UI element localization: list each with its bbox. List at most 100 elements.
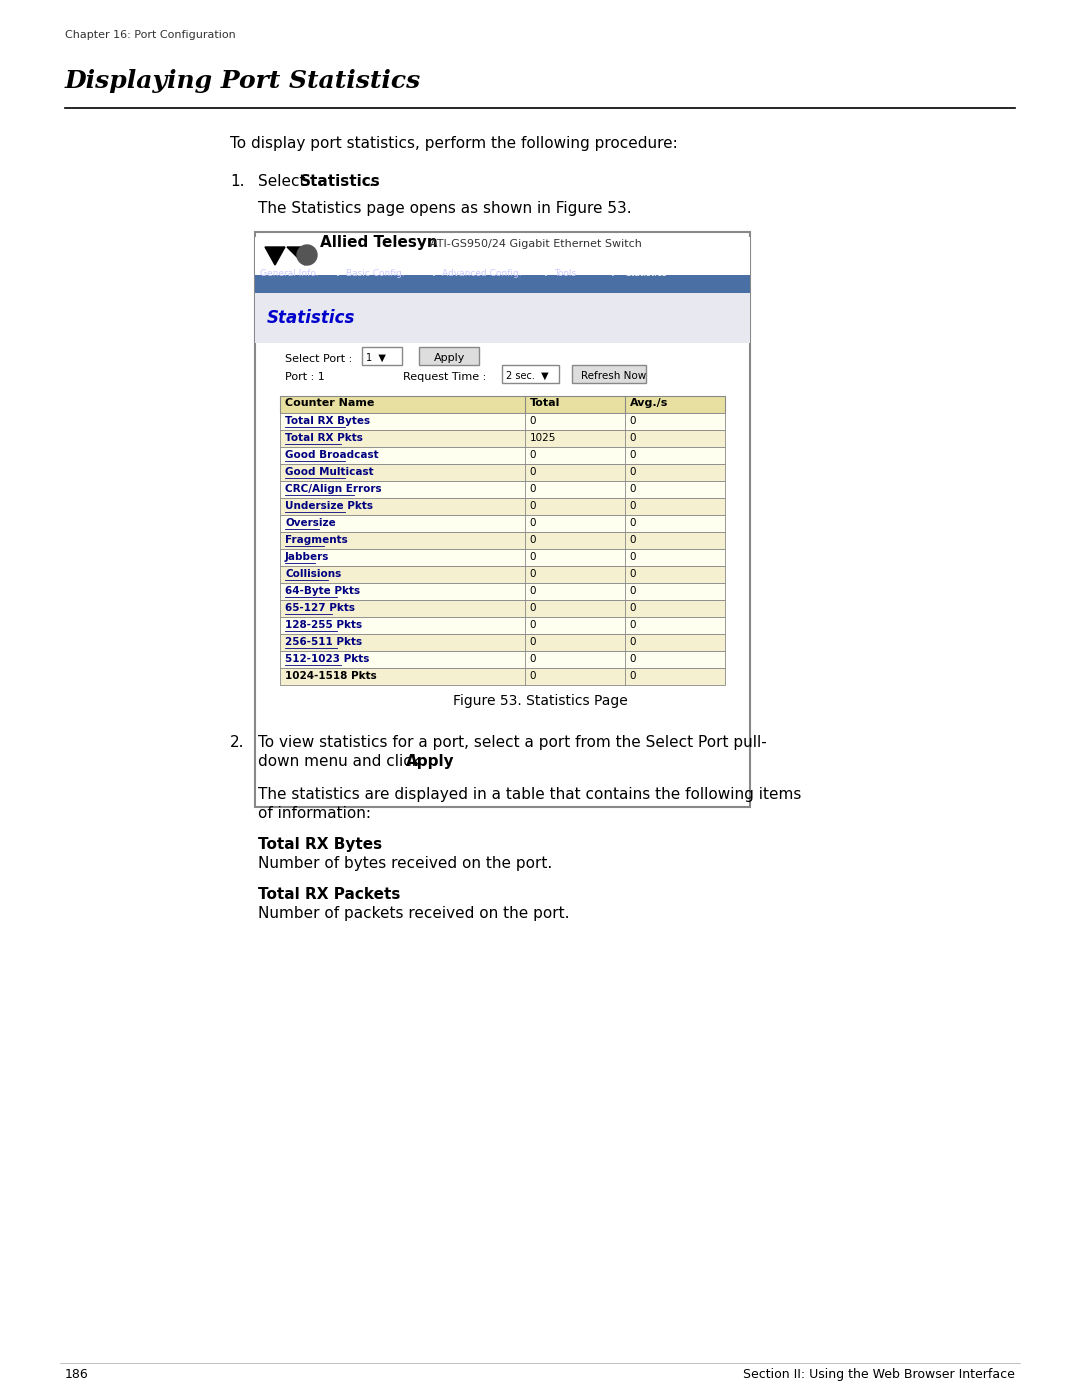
Bar bbox=[280, 599, 725, 617]
Text: 0: 0 bbox=[630, 535, 636, 545]
Text: Avg./s: Avg./s bbox=[630, 398, 669, 408]
Text: 0: 0 bbox=[630, 450, 636, 460]
Text: Displaying Port Statistics: Displaying Port Statistics bbox=[65, 68, 421, 94]
Text: 128-255 Pkts: 128-255 Pkts bbox=[285, 620, 362, 630]
Text: Tools: Tools bbox=[554, 270, 576, 278]
Bar bbox=[280, 651, 725, 668]
FancyBboxPatch shape bbox=[362, 346, 402, 365]
Text: The Statistics page opens as shown in Figure 53.: The Statistics page opens as shown in Fi… bbox=[258, 201, 632, 217]
Bar bbox=[280, 583, 725, 599]
Text: To display port statistics, perform the following procedure:: To display port statistics, perform the … bbox=[230, 136, 678, 151]
FancyBboxPatch shape bbox=[255, 232, 750, 807]
Text: Apply: Apply bbox=[406, 754, 455, 768]
Bar bbox=[280, 395, 725, 414]
Text: Collisions: Collisions bbox=[285, 569, 341, 578]
Text: 0: 0 bbox=[530, 569, 537, 578]
Text: Request Time :: Request Time : bbox=[403, 372, 486, 381]
Text: 256-511 Pkts: 256-511 Pkts bbox=[285, 637, 362, 647]
Text: ►: ► bbox=[545, 270, 552, 278]
Text: Total: Total bbox=[530, 398, 561, 408]
Bar bbox=[255, 275, 750, 293]
Text: ►: ► bbox=[433, 270, 440, 278]
Text: 0: 0 bbox=[630, 433, 636, 443]
Text: Undersize Pkts: Undersize Pkts bbox=[285, 502, 373, 511]
Text: 0: 0 bbox=[530, 535, 537, 545]
Text: Number of packets received on the port.: Number of packets received on the port. bbox=[258, 907, 569, 921]
Bar bbox=[280, 464, 725, 481]
Text: Statistics: Statistics bbox=[267, 309, 355, 327]
Text: 0: 0 bbox=[630, 569, 636, 578]
Bar bbox=[255, 293, 750, 344]
Text: Refresh Now: Refresh Now bbox=[581, 372, 646, 381]
Text: 0: 0 bbox=[530, 620, 537, 630]
Text: Oversize: Oversize bbox=[285, 518, 336, 528]
Text: Figure 53. Statistics Page: Figure 53. Statistics Page bbox=[453, 694, 627, 708]
Text: Total RX Pkts: Total RX Pkts bbox=[285, 433, 363, 443]
Text: 0: 0 bbox=[630, 585, 636, 597]
Text: Number of bytes received on the port.: Number of bytes received on the port. bbox=[258, 856, 552, 870]
Circle shape bbox=[297, 244, 318, 265]
Text: Select Port :: Select Port : bbox=[285, 353, 352, 365]
Text: 0: 0 bbox=[630, 502, 636, 511]
Text: 0: 0 bbox=[630, 620, 636, 630]
Text: Statistics: Statistics bbox=[300, 175, 381, 189]
Text: 0: 0 bbox=[630, 654, 636, 664]
Text: 2.: 2. bbox=[230, 735, 244, 750]
Text: Port : 1: Port : 1 bbox=[285, 372, 325, 381]
Text: Apply: Apply bbox=[434, 353, 465, 363]
Text: 0: 0 bbox=[630, 518, 636, 528]
Text: 0: 0 bbox=[530, 467, 537, 476]
FancyBboxPatch shape bbox=[572, 365, 646, 383]
Text: 0: 0 bbox=[530, 416, 537, 426]
Text: down menu and click: down menu and click bbox=[258, 754, 426, 768]
Text: Jabbers: Jabbers bbox=[285, 552, 329, 562]
Text: 0: 0 bbox=[530, 450, 537, 460]
Text: 0: 0 bbox=[530, 518, 537, 528]
Text: 0: 0 bbox=[630, 604, 636, 613]
Text: Statistics: Statistics bbox=[625, 270, 666, 278]
FancyBboxPatch shape bbox=[502, 365, 559, 383]
Bar bbox=[255, 237, 750, 275]
Text: Good Broadcast: Good Broadcast bbox=[285, 450, 379, 460]
Bar bbox=[280, 497, 725, 515]
Text: 0: 0 bbox=[530, 671, 537, 680]
Text: 0: 0 bbox=[630, 416, 636, 426]
Text: Good Multicast: Good Multicast bbox=[285, 467, 374, 476]
Text: 0: 0 bbox=[630, 671, 636, 680]
Bar bbox=[280, 668, 725, 685]
Bar bbox=[280, 430, 725, 447]
Text: 64-Byte Pkts: 64-Byte Pkts bbox=[285, 585, 360, 597]
Text: 1024-1518 Pkts: 1024-1518 Pkts bbox=[285, 671, 377, 680]
Text: 0: 0 bbox=[630, 467, 636, 476]
Text: 0: 0 bbox=[530, 637, 537, 647]
Bar bbox=[280, 481, 725, 497]
Text: 186: 186 bbox=[65, 1368, 89, 1382]
Text: Section II: Using the Web Browser Interface: Section II: Using the Web Browser Interf… bbox=[743, 1368, 1015, 1382]
Text: Chapter 16: Port Configuration: Chapter 16: Port Configuration bbox=[65, 29, 235, 41]
Text: 0: 0 bbox=[530, 552, 537, 562]
Text: Total RX Bytes: Total RX Bytes bbox=[258, 837, 382, 852]
Bar bbox=[280, 414, 725, 430]
Text: 0: 0 bbox=[530, 604, 537, 613]
Text: Fragments: Fragments bbox=[285, 535, 348, 545]
Text: 0: 0 bbox=[530, 654, 537, 664]
Text: Counter Name: Counter Name bbox=[285, 398, 375, 408]
Text: .: . bbox=[368, 175, 373, 189]
Text: 65-127 Pkts: 65-127 Pkts bbox=[285, 604, 355, 613]
Text: 1  ▼: 1 ▼ bbox=[366, 353, 386, 363]
Text: 512-1023 Pkts: 512-1023 Pkts bbox=[285, 654, 369, 664]
Text: 1.: 1. bbox=[230, 175, 244, 189]
Bar bbox=[280, 566, 725, 583]
FancyBboxPatch shape bbox=[419, 346, 480, 365]
Text: Basic Config.: Basic Config. bbox=[346, 270, 405, 278]
Text: 0: 0 bbox=[630, 483, 636, 495]
Text: 0: 0 bbox=[530, 585, 537, 597]
Bar bbox=[280, 532, 725, 549]
Bar bbox=[280, 617, 725, 634]
Bar bbox=[280, 515, 725, 532]
Text: Advanced Config.: Advanced Config. bbox=[442, 270, 522, 278]
Text: To view statistics for a port, select a port from the Select Port pull-: To view statistics for a port, select a … bbox=[258, 735, 767, 750]
Text: ►: ► bbox=[337, 270, 343, 278]
Polygon shape bbox=[265, 247, 285, 265]
Text: General Info.: General Info. bbox=[260, 270, 319, 278]
